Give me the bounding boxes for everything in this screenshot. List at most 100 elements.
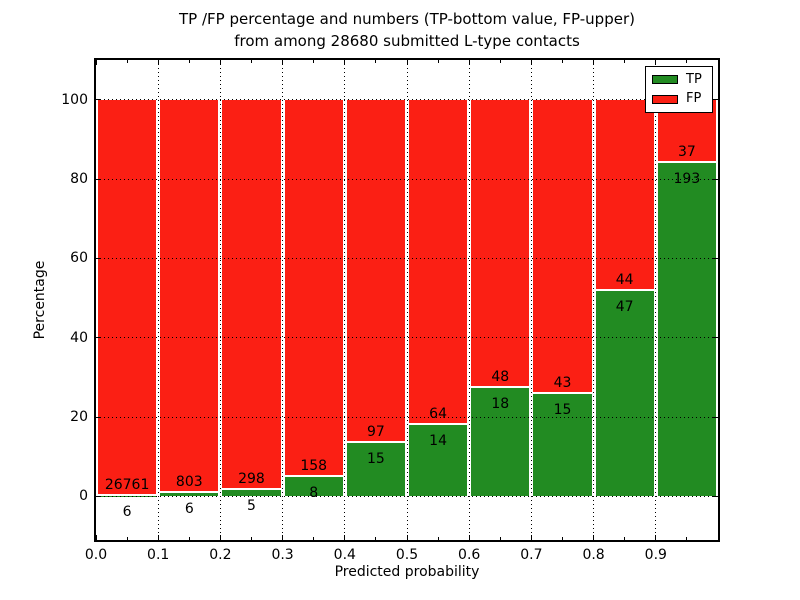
- y-tick-label: 20: [70, 409, 88, 426]
- bar-segment-tp: [471, 388, 530, 497]
- bar-segment-tp: [409, 425, 468, 497]
- y-axis-label: Percentage: [32, 260, 48, 340]
- bar-annotation-tp-count: 14: [429, 433, 447, 450]
- x-major-tick: [655, 60, 657, 65]
- y-major-tick: [96, 416, 101, 418]
- x-major-tick: [468, 60, 470, 65]
- bar-annotation-fp-count: 48: [491, 369, 510, 386]
- y-major-tick: [713, 178, 718, 180]
- bar-annotation-fp-count: 64: [429, 406, 447, 423]
- x-minor-tick: [313, 537, 315, 540]
- x-major-tick: [282, 535, 284, 540]
- bar-segment-fp: [595, 99, 654, 292]
- bar-segment-fp: [222, 99, 281, 490]
- bar-annotation-fp-count: 298: [238, 470, 265, 487]
- x-minor-tick: [437, 537, 439, 540]
- y-major-tick: [713, 99, 718, 101]
- bar-annotation-tp-count: 193: [673, 171, 701, 188]
- y-tick-label: 100: [61, 91, 88, 108]
- chart-title: TP /FP percentage and numbers (TP-bottom…: [96, 8, 718, 52]
- bar-annotation-tp-count: 15: [553, 401, 572, 418]
- x-major-tick: [717, 60, 719, 65]
- x-minor-tick: [375, 537, 377, 540]
- legend: TP FP: [645, 66, 713, 113]
- bar-annotation-tp-count: 6: [122, 504, 132, 521]
- bar-annotation-tp-count: 15: [366, 451, 385, 468]
- bar-segment-fp: [284, 99, 343, 478]
- chart-title-line1: TP /FP percentage and numbers (TP-bottom…: [179, 10, 635, 28]
- x-major-tick: [593, 535, 595, 540]
- bar-segment-tp: [595, 291, 654, 497]
- legend-label-tp: TP: [686, 71, 702, 87]
- y-major-tick: [96, 178, 101, 180]
- bar-annotation-fp-count: 43: [553, 374, 572, 391]
- x-minor-tick: [437, 60, 439, 63]
- x-major-tick: [95, 535, 97, 540]
- y-tick-label: 40: [70, 329, 88, 346]
- x-minor-tick: [251, 60, 252, 63]
- bar-annotation-fp-count: 44: [615, 272, 634, 289]
- x-major-tick: [468, 535, 470, 540]
- vertical-gridline: [530, 60, 532, 540]
- bar-annotation-tp-count: 18: [491, 396, 510, 413]
- x-minor-tick: [624, 60, 626, 63]
- vertical-gridline: [593, 60, 595, 540]
- y-major-tick: [713, 257, 718, 259]
- x-tick-label: 0.7: [520, 547, 543, 563]
- bar-segment-tp: [160, 493, 219, 497]
- x-tick-label: 0.8: [582, 547, 605, 563]
- tp-color-swatch: [652, 75, 678, 85]
- x-tick-label: 0.0: [84, 547, 108, 563]
- x-minor-tick: [562, 60, 563, 63]
- x-major-tick: [406, 60, 408, 65]
- x-major-tick: [717, 535, 719, 540]
- bar-segment-tp: [657, 163, 716, 497]
- bar-annotation-tp-count: 5: [247, 497, 256, 514]
- x-major-tick: [95, 60, 97, 65]
- bar-annotation-fp-count: 97: [366, 424, 385, 441]
- x-tick-label: 0.4: [333, 547, 356, 563]
- x-major-tick: [219, 535, 221, 540]
- legend-entry-fp: FP: [652, 92, 706, 106]
- vertical-gridline: [157, 60, 159, 540]
- chart-title-line2: from among 28680 submitted L-type contac…: [234, 32, 580, 50]
- x-tick-label: 0.6: [458, 547, 481, 563]
- x-minor-tick: [251, 537, 252, 540]
- bar-annotation-fp-count: 37: [677, 144, 696, 161]
- bar-segment-fp: [346, 99, 405, 444]
- bar-annotation-tp-count: 8: [309, 485, 319, 502]
- bar-annotation-tp-count: 47: [615, 299, 634, 316]
- bar-segment-fp: [533, 99, 592, 394]
- x-major-tick: [406, 535, 408, 540]
- x-minor-tick: [624, 537, 626, 540]
- x-major-tick: [593, 60, 595, 65]
- x-minor-tick: [126, 60, 128, 63]
- y-major-tick: [96, 257, 101, 259]
- y-major-tick: [713, 495, 718, 497]
- x-axis-label: Predicted probability: [334, 564, 480, 580]
- x-major-tick: [282, 60, 284, 65]
- x-minor-tick: [562, 537, 563, 540]
- y-major-tick: [96, 495, 101, 497]
- bar-segment-tp: [284, 477, 343, 497]
- x-minor-tick: [375, 60, 377, 63]
- vertical-gridline: [219, 60, 221, 540]
- x-minor-tick: [126, 537, 128, 540]
- bar-segment-tp: [533, 393, 592, 497]
- vertical-gridline: [282, 60, 284, 540]
- bar-annotation-fp-count: 158: [300, 458, 328, 475]
- x-minor-tick: [188, 60, 190, 63]
- vertical-gridline: [344, 60, 346, 540]
- bar-annotation-tp-count: 6: [184, 501, 194, 518]
- x-minor-tick: [686, 537, 688, 540]
- x-tick-label: 0.1: [147, 547, 170, 563]
- x-tick-label: 0.9: [644, 547, 667, 563]
- fp-color-swatch: [652, 94, 678, 104]
- x-minor-tick: [188, 537, 190, 540]
- x-minor-tick: [499, 60, 501, 63]
- vertical-gridline: [655, 60, 657, 540]
- x-tick-label: 0.2: [209, 547, 232, 563]
- plot-area: 26761 6 803 6 298 5 158 8 97 15 64 14 48 18 43 15 44 47 37…: [94, 58, 720, 542]
- bar-segment-fp: [471, 99, 530, 389]
